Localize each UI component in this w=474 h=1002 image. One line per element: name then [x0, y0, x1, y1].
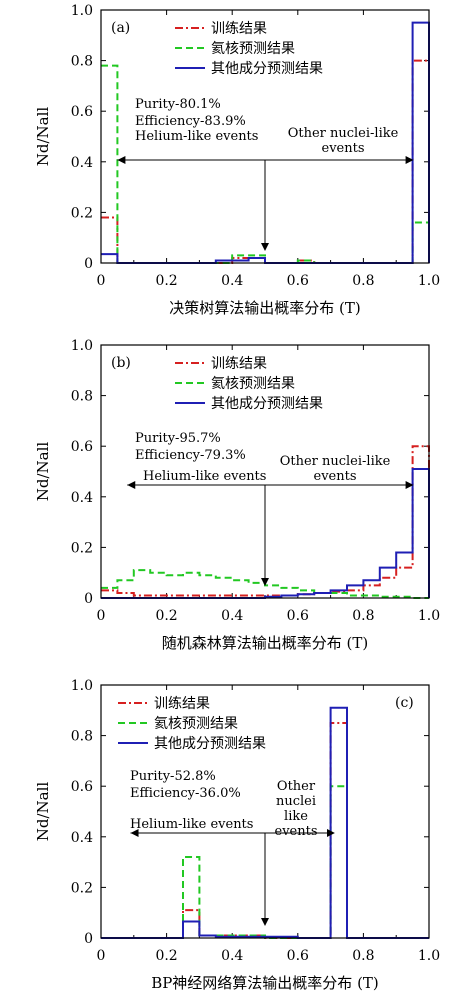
- x-axis-title: 决策树算法输出概率分布 (T): [169, 299, 360, 317]
- x-tick-label: 0.4: [221, 948, 243, 964]
- y-tick-label: 0.6: [71, 779, 93, 795]
- legend-label: 其他成分预测结果: [154, 736, 266, 752]
- region-arrow-left-head: [127, 481, 136, 489]
- other-nuclei-label: Other nuclei-like: [280, 454, 391, 469]
- y-tick-label: 1.0: [71, 3, 93, 19]
- region-arrow-left-head: [130, 829, 139, 837]
- y-axis-title: Nd/Nall: [34, 107, 52, 167]
- y-tick-label: 0: [84, 591, 93, 607]
- y-tick-label: 0.8: [71, 54, 93, 70]
- x-tick-label: 0.6: [287, 608, 309, 624]
- other-nuclei-label: Other nuclei-like: [288, 126, 399, 141]
- legend-label: 氦核预测结果: [211, 41, 295, 57]
- other-nuclei-label: events: [275, 824, 318, 839]
- plot-frame: [100, 684, 430, 939]
- y-tick-label: 0.4: [71, 830, 93, 846]
- y-tick-label: 0.8: [71, 389, 93, 405]
- x-tick-label: 0.2: [155, 273, 177, 289]
- plot-frame: [100, 9, 430, 264]
- y-tick-label: 1.0: [71, 678, 93, 694]
- other-nuclei-label: events: [314, 469, 357, 484]
- panel-c: 0 0.2 0.4 0.6 0.8 1.0 0 0.2 0.4 0.6 0.8 1.0 (c) 训练结果氦…: [34, 678, 440, 992]
- purity-label: Purity-95.7%: [135, 431, 221, 446]
- other-nuclei-label: Other: [277, 779, 316, 794]
- x-tick-label: 0.8: [352, 608, 374, 624]
- y-tick-label: 0.6: [71, 104, 93, 120]
- x-tick-label: 1.0: [418, 948, 440, 964]
- other-nuclei-label: like: [284, 809, 308, 824]
- legend-label: 训练结果: [211, 21, 267, 37]
- x-tick-label: 0.8: [352, 948, 374, 964]
- y-tick-label: 0: [84, 931, 93, 947]
- x-tick-label: 0.6: [287, 273, 309, 289]
- other-nuclei-label: events: [322, 141, 365, 156]
- y-axis-title: Nd/Nall: [34, 442, 52, 502]
- series-step-2: [101, 569, 429, 599]
- y-tick-label: 0.2: [71, 540, 93, 556]
- panel-label: (c): [395, 695, 414, 711]
- purity-label: Purity-52.8%: [130, 769, 216, 784]
- legend-label: 其他成分预测结果: [211, 61, 323, 77]
- legend-label: 氦核预测结果: [154, 716, 238, 732]
- x-tick-label: 1.0: [418, 608, 440, 624]
- legend-label: 训练结果: [211, 356, 267, 372]
- legend-label: 氦核预测结果: [211, 376, 295, 392]
- x-tick-label: 0: [97, 608, 106, 624]
- y-tick-label: 0.2: [71, 880, 93, 896]
- x-axis-title: 随机森林算法输出概率分布 (T): [162, 634, 368, 652]
- y-tick-label: 0.4: [71, 490, 93, 506]
- panel-b: 0 0.2 0.4 0.6 0.8 1.0 0 0.2 0.4 0.6 0.8 1.0 (b) 训练结果氦…: [34, 338, 440, 652]
- y-tick-label: 1.0: [71, 338, 93, 354]
- helium-label: Helium-like events: [135, 129, 258, 144]
- y-tick-label: 0.2: [71, 205, 93, 221]
- y-tick-label: 0: [84, 256, 93, 272]
- legend-label: 训练结果: [154, 696, 210, 712]
- efficiency-label: Efficiency-36.0%: [130, 786, 241, 801]
- panel-label: (b): [111, 355, 131, 371]
- plot-frame: [100, 344, 430, 599]
- helium-label: Helium-like events: [130, 817, 253, 832]
- y-axis-title: Nd/Nall: [34, 782, 52, 842]
- x-tick-label: 0.8: [352, 273, 374, 289]
- x-tick-label: 0: [97, 948, 106, 964]
- helium-label: Helium-like events: [143, 469, 266, 484]
- y-tick-label: 0.6: [71, 439, 93, 455]
- efficiency-label: Efficiency-83.9%: [135, 114, 246, 129]
- x-tick-label: 0.4: [221, 608, 243, 624]
- x-tick-label: 1.0: [418, 273, 440, 289]
- x-tick-label: 0.4: [221, 273, 243, 289]
- panel-a: 0 0.2 0.4 0.6 0.8 1.0 0 0.2 0.4 0.6 0.8 1.0 (a) 训练结果氦…: [34, 3, 440, 317]
- panel-label: (a): [111, 20, 130, 36]
- purity-label: Purity-80.1%: [135, 97, 221, 112]
- legend-label: 其他成分预测结果: [211, 396, 323, 412]
- x-tick-label: 0.2: [155, 608, 177, 624]
- x-tick-label: 0.6: [287, 948, 309, 964]
- y-tick-label: 0.4: [71, 155, 93, 171]
- x-tick-label: 0.2: [155, 948, 177, 964]
- other-nuclei-label: nuclei: [276, 794, 316, 809]
- region-arrow-left-head: [117, 156, 126, 164]
- efficiency-label: Efficiency-79.3%: [135, 448, 246, 463]
- y-tick-label: 0.8: [71, 729, 93, 745]
- x-tick-label: 0: [97, 273, 106, 289]
- x-axis-title: BP神经网络算法输出概率分布 (T): [151, 974, 379, 992]
